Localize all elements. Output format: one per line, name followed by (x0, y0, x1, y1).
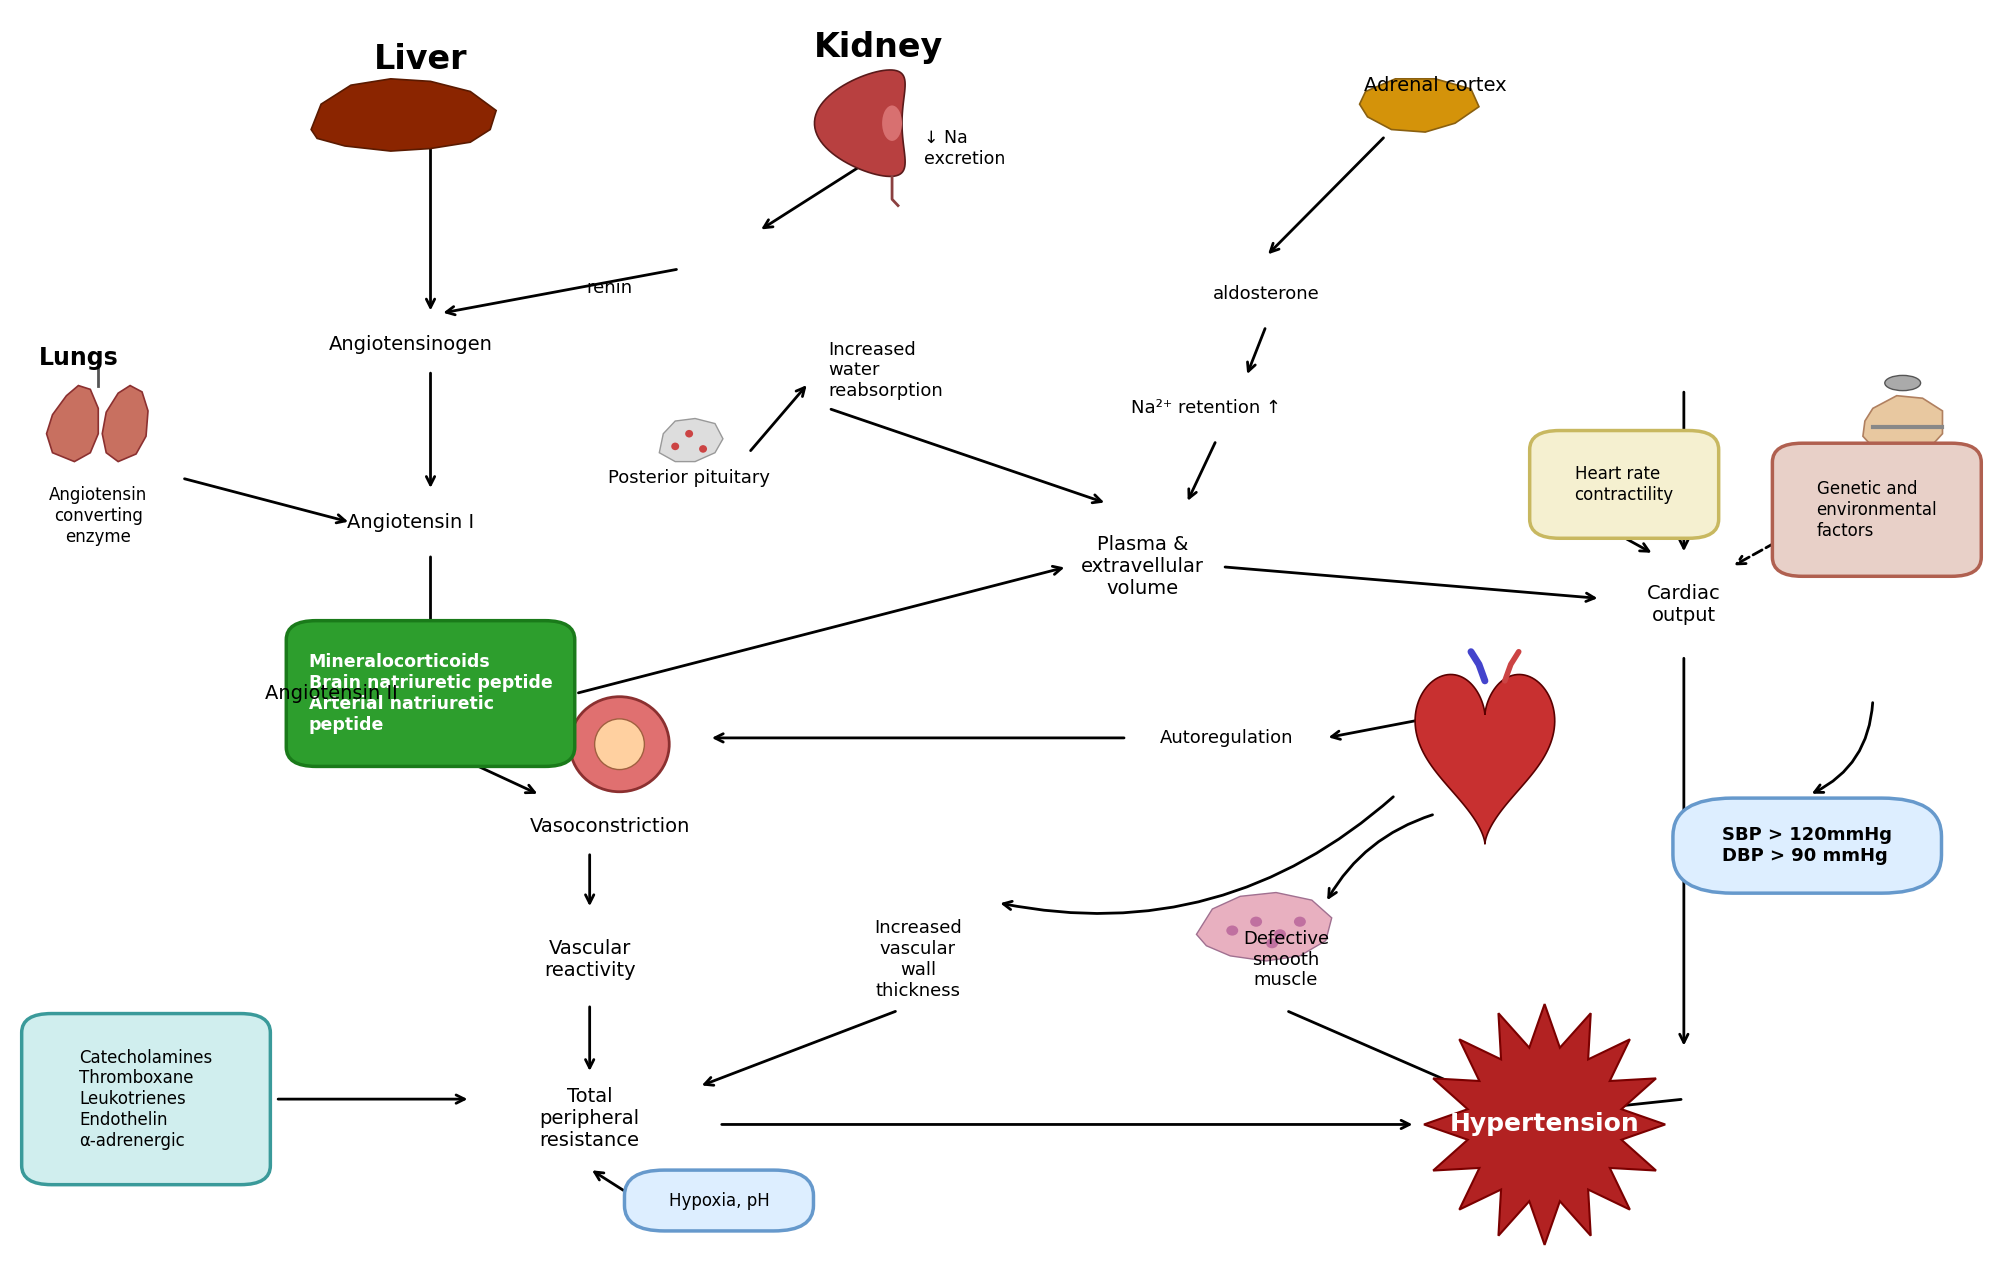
Text: Increased
water
reabsorption: Increased water reabsorption (828, 341, 944, 400)
Text: Hypertension: Hypertension (1450, 1113, 1640, 1137)
Polygon shape (1863, 396, 1943, 457)
Ellipse shape (1227, 925, 1239, 936)
Text: Plasma &
extravellular
volume: Plasma & extravellular volume (1081, 535, 1205, 598)
Text: Increased
vascular
wall
thickness: Increased vascular wall thickness (874, 919, 962, 999)
Text: Lungs: Lungs (38, 346, 118, 369)
Polygon shape (1197, 892, 1333, 961)
Text: SBP > 120mmHg
DBP > 90 mmHg: SBP > 120mmHg DBP > 90 mmHg (1722, 826, 1891, 866)
Polygon shape (46, 386, 98, 462)
Polygon shape (1414, 675, 1554, 844)
Text: Vasoconstriction: Vasoconstriction (529, 817, 690, 836)
Polygon shape (1359, 79, 1478, 132)
FancyBboxPatch shape (22, 1013, 271, 1185)
Text: Angiotensin I: Angiotensin I (347, 513, 475, 532)
Ellipse shape (1885, 376, 1921, 391)
Ellipse shape (595, 719, 644, 770)
Polygon shape (658, 419, 722, 462)
Text: Genetic and
environmental
factors: Genetic and environmental factors (1817, 480, 1937, 540)
Text: Angiotensin
converting
enzyme: Angiotensin converting enzyme (50, 486, 148, 546)
Text: Total
peripheral
resistance: Total peripheral resistance (539, 1087, 640, 1150)
Text: ↓ Na
excretion: ↓ Na excretion (924, 129, 1005, 168)
FancyBboxPatch shape (624, 1170, 814, 1231)
Polygon shape (1424, 1004, 1666, 1245)
Polygon shape (311, 79, 497, 151)
Text: Adrenal cortex: Adrenal cortex (1365, 75, 1506, 94)
Text: Angiotensinogen: Angiotensinogen (329, 336, 493, 354)
Text: Hypoxia, pH: Hypoxia, pH (668, 1192, 770, 1209)
Text: Kidney: Kidney (814, 31, 944, 64)
Ellipse shape (1275, 929, 1287, 939)
Ellipse shape (1267, 938, 1279, 948)
Text: Na²⁺ retention ↑: Na²⁺ retention ↑ (1131, 400, 1281, 418)
Text: renin: renin (587, 279, 632, 297)
Ellipse shape (698, 446, 706, 453)
Ellipse shape (684, 430, 692, 438)
FancyBboxPatch shape (1674, 798, 1941, 894)
Ellipse shape (571, 696, 668, 792)
Text: Defective
smooth
muscle: Defective smooth muscle (1243, 929, 1329, 989)
Ellipse shape (1295, 917, 1307, 927)
Polygon shape (814, 70, 906, 177)
FancyBboxPatch shape (1530, 430, 1718, 538)
Text: Catecholamines
Thromboxane
Leukotrienes
Endothelin
α-adrenergic: Catecholamines Thromboxane Leukotrienes … (80, 1049, 213, 1150)
Ellipse shape (670, 443, 678, 451)
Text: Mineralocorticoids
Brain natriuretic peptide
Arterial natriuretic
peptide: Mineralocorticoids Brain natriuretic pep… (309, 653, 553, 733)
Text: Posterior pituitary: Posterior pituitary (608, 468, 770, 488)
Text: Vascular
reactivity: Vascular reactivity (545, 939, 636, 980)
Text: Autoregulation: Autoregulation (1159, 729, 1293, 747)
Text: Cardiac
output: Cardiac output (1648, 584, 1722, 625)
Text: Heart rate
contractility: Heart rate contractility (1574, 465, 1674, 504)
FancyBboxPatch shape (1772, 443, 1981, 577)
Text: Angiotensin II: Angiotensin II (265, 684, 397, 703)
Text: aldosterone: aldosterone (1213, 285, 1319, 303)
Polygon shape (102, 386, 148, 462)
FancyBboxPatch shape (285, 621, 575, 766)
Text: Liver: Liver (373, 43, 467, 76)
Ellipse shape (1251, 917, 1263, 927)
Ellipse shape (882, 106, 902, 141)
